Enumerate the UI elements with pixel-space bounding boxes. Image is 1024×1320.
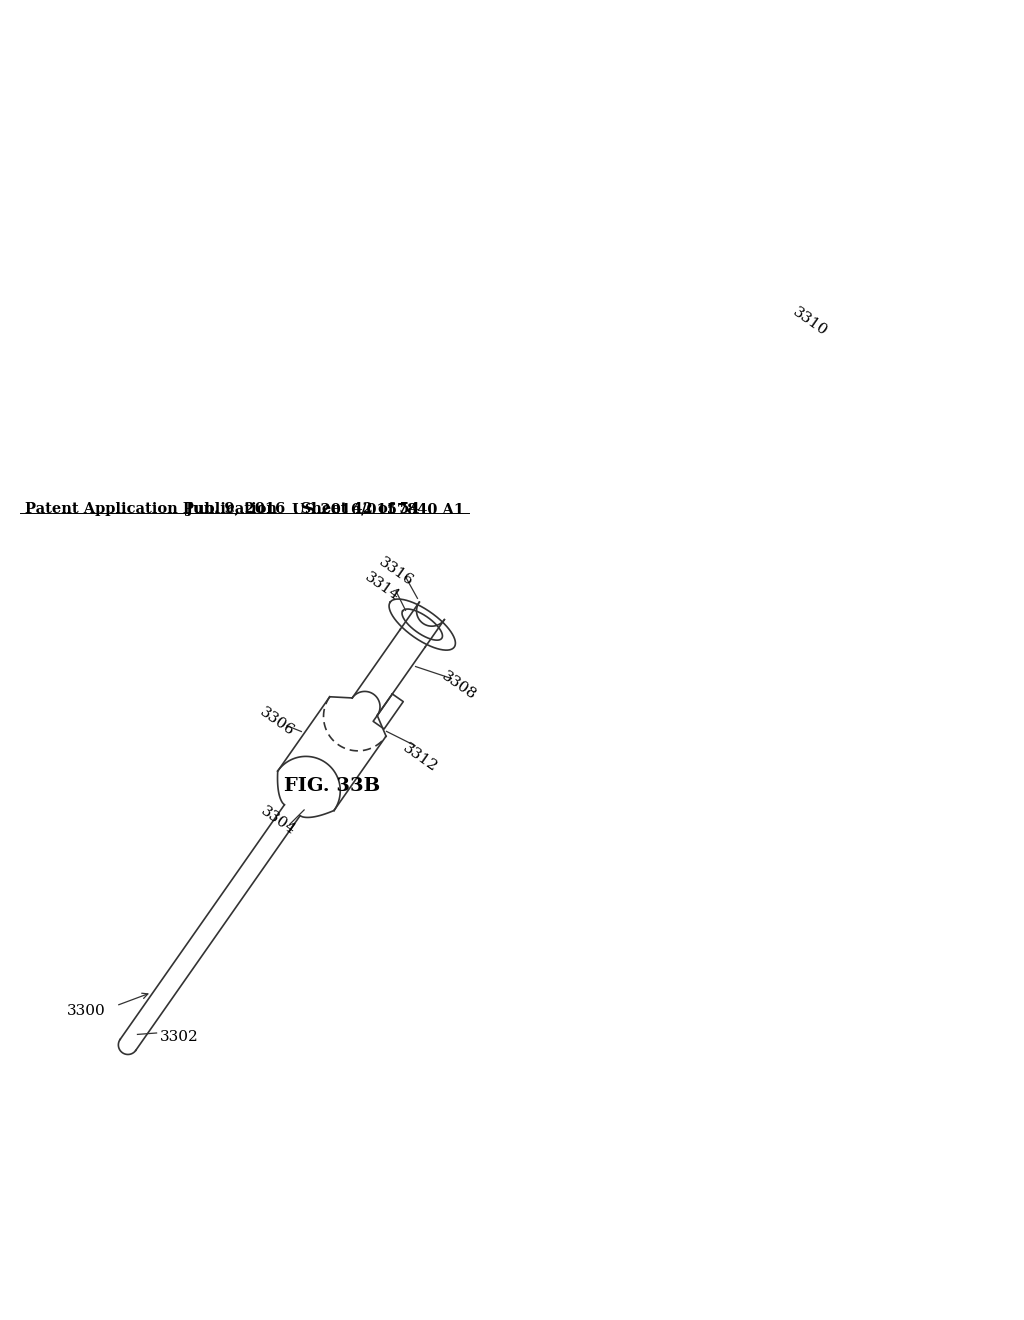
Text: FIG. 33B: FIG. 33B (284, 777, 380, 795)
Text: US 2016/0157840 A1: US 2016/0157840 A1 (292, 502, 464, 516)
Text: 3310: 3310 (790, 305, 829, 338)
Text: 3314: 3314 (361, 569, 401, 603)
Text: Patent Application Publication: Patent Application Publication (25, 502, 276, 516)
Text: 3316: 3316 (376, 556, 416, 589)
Text: 3308: 3308 (438, 669, 478, 702)
Text: 3300: 3300 (68, 1003, 105, 1018)
Text: 3302: 3302 (160, 1030, 199, 1044)
Text: 3312: 3312 (400, 741, 439, 775)
Text: 3306: 3306 (258, 705, 297, 739)
Text: 3304: 3304 (258, 804, 298, 837)
Text: Jun. 9, 2016   Sheet 42 of 54: Jun. 9, 2016 Sheet 42 of 54 (186, 502, 420, 516)
